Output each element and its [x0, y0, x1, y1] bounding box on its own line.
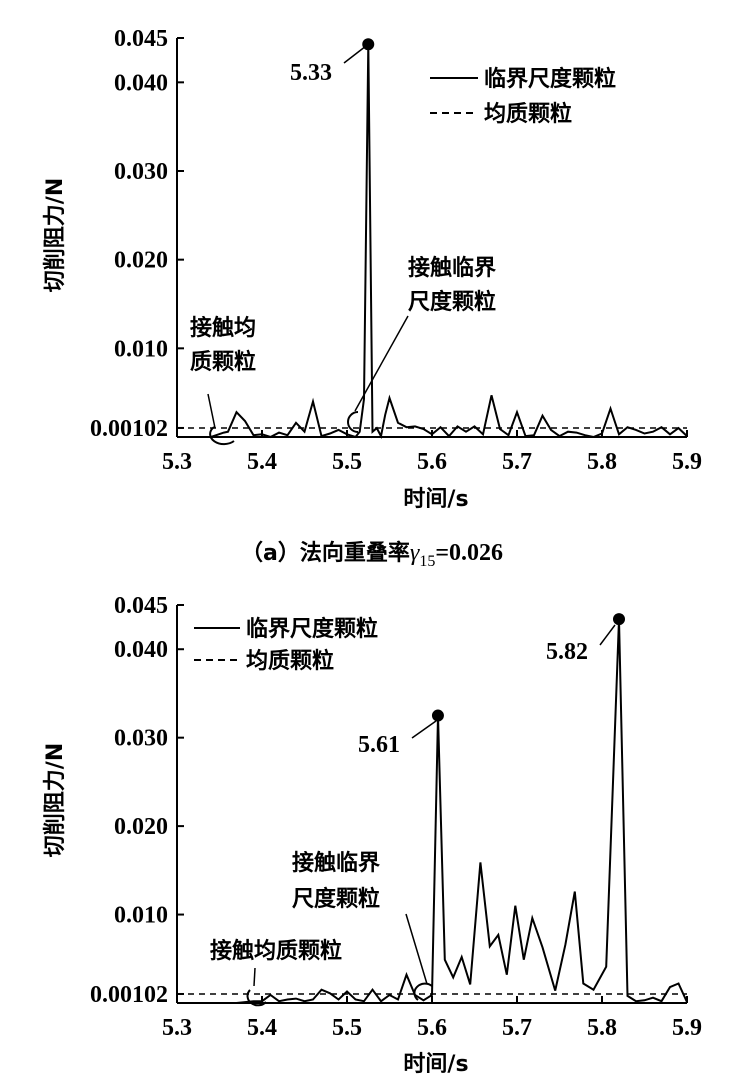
panel-a-x-axis-label: 时间/s [403, 487, 468, 512]
y-tick-label: 0.020 [114, 814, 168, 840]
panel-a-caption: （a）法向重叠率γ15=0.026 [241, 540, 503, 570]
annotation-contact-homogeneous-line-1: 接触均质颗粒 [210, 938, 342, 964]
panel-b-axes: 5.3 5.4 5.5 5.6 5.7 5.8 5.9 0.00102 0.010 0.020 0.… [90, 593, 702, 1041]
annotation-contact-homogeneous-leader [253, 967, 256, 987]
panel-b-peak-leader-1 [411, 720, 437, 739]
chart-panel-a: 5.3 5.4 5.5 5.6 5.7 5.8 5.9 0.00102 0.010 0.020 0.… [43, 26, 702, 570]
panel-b-peak-label-1: 5.61 [358, 732, 400, 758]
annotation-contact-critical-line-2: 尺度颗粒 [408, 289, 496, 315]
x-tick-label: 5.3 [162, 449, 192, 475]
caption-gamma: γ [410, 540, 420, 566]
panel-b-contact-mark-critical [413, 982, 433, 1001]
x-tick-label: 5.7 [502, 449, 532, 475]
panel-a-series [177, 38, 688, 440]
y-tick-label: 0.020 [114, 248, 168, 274]
panel-a-legend: 临界尺度颗粒 均质颗粒 [430, 66, 616, 127]
annotation-contact-critical-leader [354, 315, 409, 412]
x-tick-label: 5.6 [417, 449, 447, 475]
x-tick-label: 5.8 [587, 1015, 617, 1041]
x-tick-label: 5.6 [417, 1015, 447, 1041]
panel-a-y-axis-label: 切削阻力/N [43, 178, 68, 292]
annotation-contact-critical-line-2: 尺度颗粒 [292, 886, 380, 912]
y-tick-label: 0.045 [114, 26, 168, 52]
series-line-critical [177, 619, 688, 1004]
legend-label-critical: 临界尺度颗粒 [246, 616, 378, 642]
x-tick-label: 5.4 [247, 1015, 277, 1041]
caption-prefix: （a）法向重叠率 [241, 540, 410, 566]
panel-b-series [177, 613, 688, 1004]
panel-a-contact-mark-homogeneous [209, 426, 235, 446]
panel-b-x-axis-label: 时间/s [403, 1052, 468, 1077]
peak-marker [431, 709, 444, 722]
legend-label-critical: 临界尺度颗粒 [484, 66, 616, 92]
panel-a-contact-mark-critical [347, 411, 359, 433]
panel-b-peak-label-2: 5.82 [546, 639, 588, 665]
y-tick-label: 0.040 [114, 637, 168, 663]
panel-b-y-axis-label: 切削阻力/N [43, 743, 68, 857]
y-tick-label: 0.030 [114, 726, 168, 752]
panel-b-contact-mark-homogeneous [246, 989, 267, 1007]
x-tick-label: 5.4 [247, 449, 277, 475]
x-tick-label: 5.9 [672, 1015, 702, 1041]
series-line-critical [177, 44, 688, 440]
x-tick-label: 5.3 [162, 1015, 192, 1041]
chart-panel-b: 5.3 5.4 5.5 5.6 5.7 5.8 5.9 0.00102 0.010 0.020 0.… [43, 593, 702, 1077]
y-tick-label: 0.00102 [90, 416, 168, 442]
x-tick-label: 5.7 [502, 1015, 532, 1041]
y-tick-label: 0.040 [114, 70, 168, 96]
peak-marker [613, 613, 625, 626]
annotation-contact-critical-leader [405, 913, 428, 985]
annotation-contact-homogeneous-line-1: 接触均 [190, 315, 256, 341]
annotation-contact-homogeneous-line-2: 质颗粒 [190, 349, 256, 375]
legend-label-homogeneous: 均质颗粒 [484, 101, 572, 127]
legend-label-homogeneous: 均质颗粒 [246, 648, 334, 674]
panel-a-peak-label: 5.33 [290, 60, 332, 86]
panel-b-legend: 临界尺度颗粒 均质颗粒 [194, 616, 378, 674]
panel-a-peak-leader [343, 45, 367, 64]
y-tick-label: 0.030 [114, 159, 168, 185]
y-tick-label: 0.00102 [90, 982, 168, 1008]
panel-a-axes: 5.3 5.4 5.5 5.6 5.7 5.8 5.9 0.00102 0.010 0.020 0.… [90, 26, 702, 475]
panel-b-peak-leader-2 [599, 624, 616, 646]
annotation-contact-critical-line-1: 接触临界 [408, 255, 496, 281]
y-tick-label: 0.010 [114, 336, 168, 362]
caption-suffix: =0.026 [435, 540, 503, 566]
caption-subscript: 15 [419, 553, 435, 570]
y-tick-label: 0.045 [114, 593, 168, 619]
x-tick-label: 5.9 [672, 449, 702, 475]
annotation-contact-critical-line-1: 接触临界 [292, 850, 380, 876]
x-tick-label: 5.5 [332, 449, 362, 475]
y-tick-label: 0.010 [114, 903, 168, 929]
x-tick-label: 5.8 [587, 449, 617, 475]
annotation-contact-homogeneous-leader [207, 393, 216, 429]
x-tick-label: 5.5 [332, 1015, 362, 1041]
